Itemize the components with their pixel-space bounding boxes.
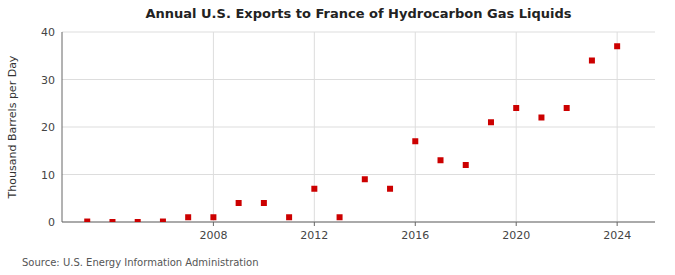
point: [337, 214, 343, 220]
x-tick-label: 2024: [603, 229, 631, 242]
x-tick: [314, 222, 315, 226]
grid: [62, 32, 655, 222]
point: [387, 186, 393, 192]
title: Annual U.S. Exports to France of Hydroca…: [145, 6, 571, 21]
x-tick: [213, 222, 214, 226]
annotation: Source: U.S. Energy Information Administ…: [22, 257, 259, 268]
point: [160, 219, 166, 222]
points: [84, 43, 620, 222]
y-grid-line: [62, 222, 655, 223]
y-tick-label: 40: [41, 26, 55, 39]
point: [311, 186, 317, 192]
x-grid-line: [617, 32, 618, 222]
point: [513, 105, 519, 111]
x-tick: [516, 222, 517, 226]
point: [412, 138, 418, 144]
point: [362, 176, 368, 182]
y-grid-line: [62, 79, 655, 80]
chart: Annual U.S. Exports to France of Hydroca…: [0, 0, 675, 275]
y-grid-line: [62, 32, 655, 33]
x-grid-line: [213, 32, 214, 222]
x-tick-label: 2016: [401, 229, 429, 242]
y-grid-line: [62, 127, 655, 128]
point: [236, 200, 242, 206]
y-tick-label: 30: [41, 74, 55, 87]
x-grid-line: [415, 32, 416, 222]
point: [185, 214, 191, 220]
x-tick: [415, 222, 416, 226]
x-tick-label: 2020: [502, 229, 530, 242]
point: [286, 214, 292, 220]
point: [109, 219, 115, 222]
point: [538, 115, 544, 121]
y-tick-label: 20: [41, 121, 55, 134]
x-grid-line: [516, 32, 517, 222]
y-axis-line: [62, 32, 63, 222]
point: [261, 200, 267, 206]
point: [210, 214, 216, 220]
point: [135, 219, 141, 222]
point: [614, 43, 620, 49]
x-axis-line: [62, 222, 655, 223]
y-tick-label: 0: [48, 216, 55, 229]
point: [84, 219, 90, 222]
x-grid-line: [314, 32, 315, 222]
point: [488, 119, 494, 125]
point: [438, 157, 444, 163]
y-axis-label: Thousand Barrels per Day: [6, 55, 19, 199]
x-tick-label: 2012: [300, 229, 328, 242]
point: [564, 105, 570, 111]
y-grid-line: [62, 174, 655, 175]
x-tick: [617, 222, 618, 226]
point: [463, 162, 469, 168]
point: [589, 58, 595, 64]
x-tick-label: 2008: [199, 229, 227, 242]
y-tick-label: 10: [41, 169, 55, 182]
